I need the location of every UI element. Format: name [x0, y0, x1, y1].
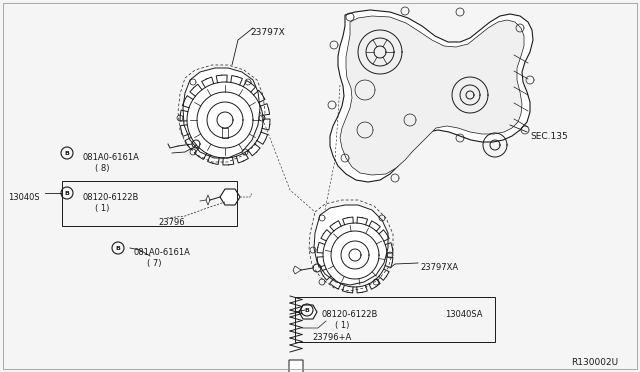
Polygon shape: [220, 189, 240, 205]
Text: 23797XA: 23797XA: [420, 263, 458, 272]
Polygon shape: [342, 217, 353, 225]
Polygon shape: [243, 81, 255, 92]
Text: B: B: [305, 308, 309, 312]
Polygon shape: [289, 360, 303, 372]
Text: 23797X: 23797X: [250, 28, 285, 37]
Polygon shape: [321, 230, 331, 241]
Polygon shape: [314, 205, 388, 285]
Polygon shape: [330, 279, 341, 289]
Polygon shape: [248, 144, 260, 156]
Text: 081A0-6161A: 081A0-6161A: [82, 153, 139, 162]
Polygon shape: [183, 68, 260, 158]
Text: 23796+A: 23796+A: [312, 333, 351, 342]
Text: SEC.135: SEC.135: [530, 132, 568, 141]
Polygon shape: [330, 221, 341, 231]
Polygon shape: [317, 243, 325, 253]
Text: B: B: [65, 190, 69, 196]
Text: R130002U: R130002U: [571, 358, 618, 367]
Polygon shape: [195, 148, 207, 160]
Polygon shape: [236, 153, 248, 163]
Text: 23796: 23796: [158, 218, 184, 227]
Text: 08120-6122B: 08120-6122B: [82, 193, 138, 202]
Text: 081A0-6161A: 081A0-6161A: [133, 248, 190, 257]
Polygon shape: [257, 132, 268, 144]
Text: ( 7): ( 7): [147, 259, 161, 268]
Polygon shape: [180, 110, 188, 121]
Polygon shape: [231, 76, 243, 85]
Bar: [295, 297, 495, 342]
Polygon shape: [262, 119, 270, 130]
Polygon shape: [330, 10, 533, 182]
Polygon shape: [182, 96, 193, 108]
Polygon shape: [379, 269, 389, 280]
Polygon shape: [356, 285, 367, 293]
Polygon shape: [260, 104, 269, 115]
Polygon shape: [216, 75, 227, 83]
Polygon shape: [190, 84, 202, 96]
Polygon shape: [185, 137, 196, 150]
Polygon shape: [317, 257, 324, 267]
Polygon shape: [207, 155, 220, 164]
Polygon shape: [369, 221, 380, 231]
Text: B: B: [116, 246, 120, 250]
Text: ( 1): ( 1): [335, 321, 349, 330]
Polygon shape: [180, 125, 189, 136]
Text: ( 8): ( 8): [95, 164, 109, 173]
Polygon shape: [379, 230, 389, 241]
Text: B: B: [65, 151, 69, 155]
Polygon shape: [253, 90, 265, 103]
Polygon shape: [369, 279, 380, 289]
Bar: [62, 181, 237, 226]
Polygon shape: [357, 217, 367, 225]
Text: ( 1): ( 1): [95, 204, 109, 213]
Text: 13040S: 13040S: [8, 193, 40, 202]
Polygon shape: [342, 285, 353, 293]
Polygon shape: [340, 16, 524, 175]
Text: 13040SA: 13040SA: [445, 310, 483, 319]
Polygon shape: [385, 243, 393, 253]
Polygon shape: [299, 305, 317, 319]
Polygon shape: [202, 77, 214, 87]
Polygon shape: [321, 269, 331, 280]
Text: 08120-6122B: 08120-6122B: [322, 310, 378, 319]
Polygon shape: [223, 157, 234, 165]
Polygon shape: [385, 257, 393, 267]
